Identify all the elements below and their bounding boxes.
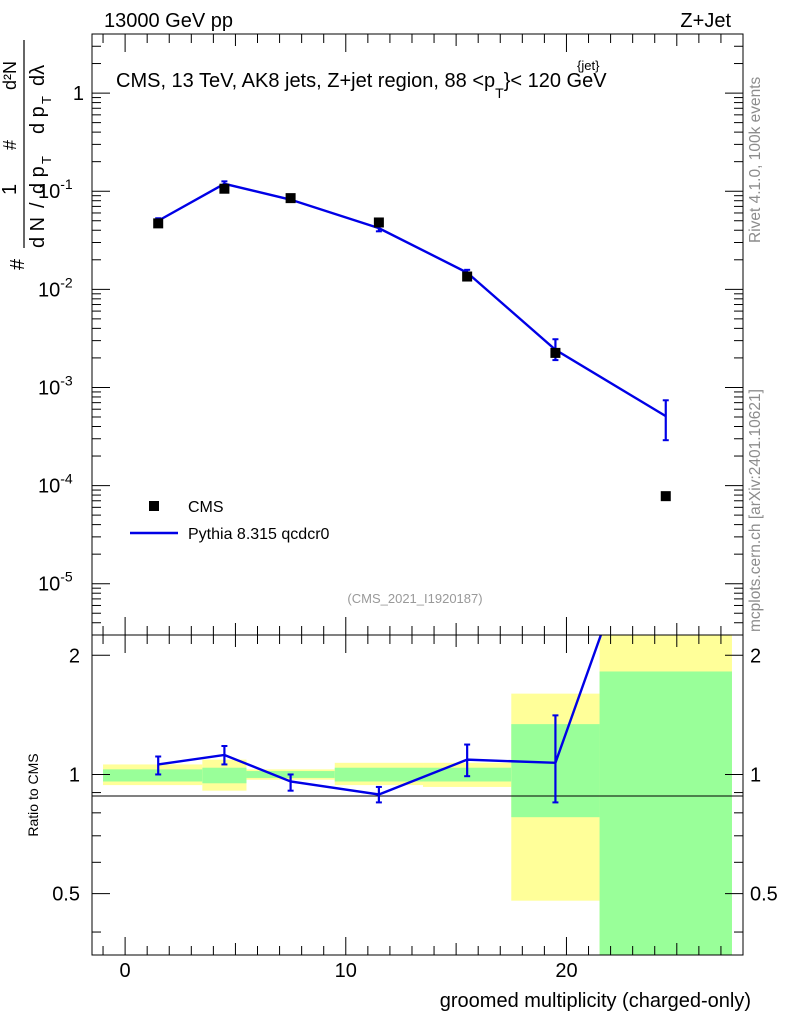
- ylabel-dptdl: d p: [27, 106, 49, 134]
- cms-data-point: [373, 217, 384, 228]
- main-y-tick-label: 10-2: [38, 274, 73, 301]
- legend-cms-label: CMS: [188, 499, 224, 516]
- cms-data-point: [285, 193, 296, 204]
- ratio-band-green: [103, 769, 203, 782]
- ylabel-t2: T: [39, 96, 54, 104]
- main-x-ticks: [102, 34, 722, 635]
- cms-data-point: [550, 347, 561, 358]
- ratio-data-layer: [155, 635, 603, 804]
- ylabel-dl: dλ: [27, 65, 49, 86]
- chart-title-main: CMS, 13 TeV, AK8 jets, Z+jet region, 88 …: [116, 70, 495, 92]
- chart-title-tail: }< 120 GeV: [504, 70, 608, 92]
- ratio-band-green: [202, 767, 247, 784]
- ratio-band-green: [599, 671, 732, 955]
- ratio-y-ticks: 0.5 0.5 1 1 2 2: [52, 645, 778, 933]
- analysis-tag: (CMS_2021_I1920187): [347, 591, 482, 606]
- ratio-panel: 0.5 0.5 1 1 2 2 0 10 20 Ratio to CMS groomed mu…: [25, 634, 778, 1012]
- main-y-ticks: 10-5 10-4 10-3 10-2 10-1 1: [38, 33, 743, 636]
- ratio-band-green: [334, 767, 424, 782]
- main-y-tick-label: 10-1: [38, 176, 73, 203]
- ratio-y-tick-label-right: 0.5: [750, 884, 778, 906]
- ylabel-one: 1: [0, 184, 21, 195]
- chart-title-sup: {jet}: [577, 58, 600, 73]
- mcplots-source-label: mcplots.cern.ch [arXiv:2401.10621]: [747, 389, 764, 632]
- main-y-axis-label: # 1 d N / d p T # d²N d p T dλ: [0, 40, 54, 270]
- main-panel: 10-5 10-4 10-3 10-2 10-1 1 CMS, 13 TeV, AK8 j…: [0, 33, 744, 636]
- x-tick-label: 10: [335, 960, 357, 982]
- cms-data-point: [462, 271, 473, 282]
- cms-data-point: [660, 491, 671, 502]
- ratio-y-tick-label-left: 0.5: [52, 884, 80, 906]
- header-energy-label: 13000 GeV pp: [104, 10, 233, 32]
- main-y-tick-label: 10-4: [38, 471, 73, 498]
- main-y-tick-label: 10-3: [38, 372, 73, 399]
- ratio-uncertainty-bands: [103, 635, 732, 955]
- ylabel-hash2: #: [0, 140, 20, 150]
- ylabel-dn: d N: [27, 217, 49, 248]
- ratio-y-axis-label: Ratio to CMS: [25, 753, 41, 836]
- legend: CMS Pythia 8.315 qcdcr0: [130, 499, 330, 543]
- ratio-y-tick-label-left: 1: [69, 764, 80, 786]
- chart-title: CMS, 13 TeV, AK8 jets, Z+jet region, 88 …: [116, 70, 607, 101]
- ratio-y-tick-label-left: 2: [69, 645, 80, 667]
- ylabel-slash: /: [27, 202, 49, 208]
- main-data-layer: [153, 180, 671, 502]
- legend-cms-marker: [149, 501, 159, 511]
- rivet-version-label: Rivet 4.1.0, 100k events: [747, 76, 764, 243]
- cms-data-point: [219, 183, 230, 194]
- x-axis-label: groomed multiplicity (charged-only): [440, 990, 751, 1012]
- ylabel-dpt: d p: [27, 166, 49, 194]
- ylabel-t: T: [39, 156, 54, 164]
- x-tick-label: 20: [555, 960, 577, 982]
- main-y-tick-label: 10-5: [38, 569, 73, 596]
- ratio-frame: [91, 634, 744, 956]
- ylabel-d2n: d²N: [0, 61, 20, 90]
- ratio-y-tick-label-right: 2: [750, 645, 761, 667]
- legend-pythia-label: Pythia 8.315 qcdcr0: [188, 526, 330, 543]
- ylabel-hash: #: [7, 258, 29, 270]
- ratio-y-tick-label-right: 1: [750, 764, 761, 786]
- chart-title-sub: T: [495, 85, 504, 101]
- main-y-tick-label: 1: [73, 83, 84, 105]
- ratio-x-ticks: 0 10 20: [102, 635, 722, 982]
- cms-data-point: [153, 218, 164, 229]
- x-tick-label: 0: [120, 960, 131, 982]
- header-process-label: Z+Jet: [680, 10, 731, 32]
